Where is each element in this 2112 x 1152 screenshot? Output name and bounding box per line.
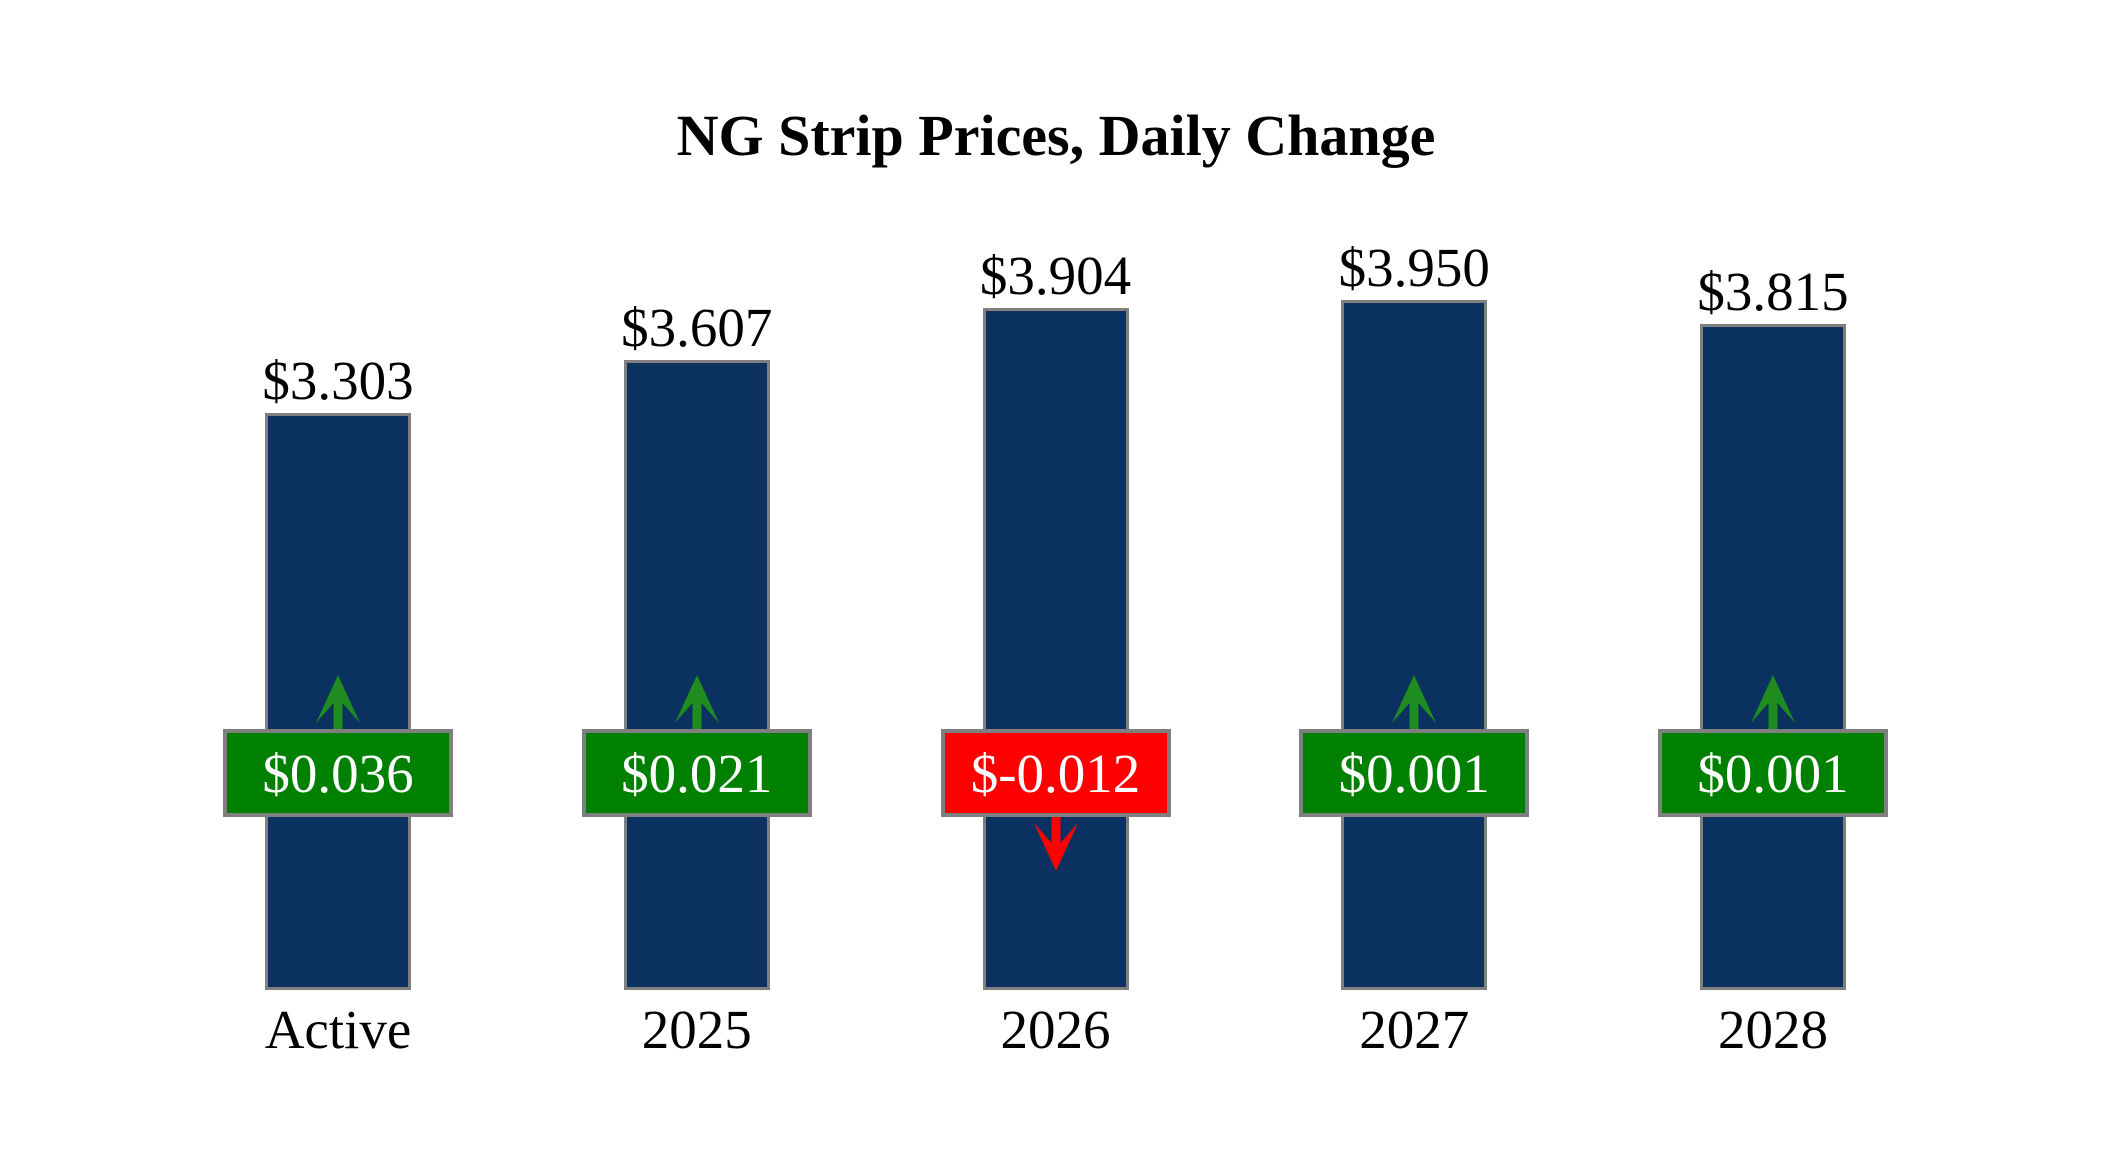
bar-value-label: $3.607 <box>621 297 773 358</box>
up-arrow-icon <box>674 675 719 731</box>
change-badge: $0.036 <box>223 729 453 817</box>
change-badge: $-0.012 <box>940 729 1171 817</box>
category-label: Active <box>264 999 412 1060</box>
bar-value-label: $3.950 <box>1338 237 1490 298</box>
change-badge: $0.021 <box>581 729 812 817</box>
category-label: 2028 <box>1718 999 1828 1060</box>
bar <box>1341 300 1488 990</box>
bar <box>1700 324 1846 990</box>
chart-title: NG Strip Prices, Daily Change <box>676 103 1436 168</box>
category-label: 2026 <box>1000 999 1111 1060</box>
bar-value-label: $3.303 <box>262 350 414 411</box>
change-badge: $0.001 <box>1658 729 1888 817</box>
down-arrow-icon <box>1033 815 1078 871</box>
up-arrow-icon <box>1392 675 1437 731</box>
up-arrow-icon <box>1751 675 1795 731</box>
bar-value-label: $3.815 <box>1697 261 1849 322</box>
category-label: 2027 <box>1359 999 1470 1060</box>
change-badge: $0.001 <box>1299 729 1530 817</box>
bar-value-label: $3.904 <box>979 245 1132 306</box>
bar <box>982 308 1129 990</box>
up-arrow-icon <box>316 675 360 731</box>
category-label: 2025 <box>641 999 752 1060</box>
